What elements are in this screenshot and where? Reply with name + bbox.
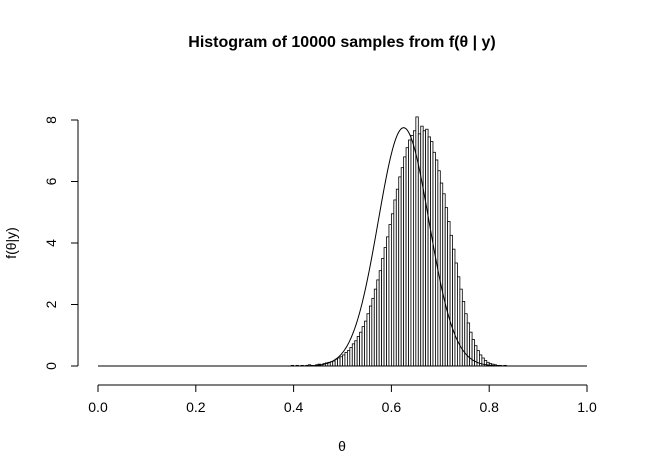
x-tick-label: 0.2 <box>186 399 206 415</box>
x-tick-label: 0.0 <box>88 399 108 415</box>
x-axis: 0.0 0.2 0.4 0.6 0.8 1.0 <box>88 384 597 415</box>
y-tick-label: 0 <box>43 362 59 370</box>
y-tick-label: 2 <box>43 300 59 308</box>
y-tick-label: 6 <box>43 177 59 185</box>
y-tick-label: 8 <box>43 116 59 124</box>
chart-title: Histogram of 10000 samples from f(θ | y) <box>188 34 495 51</box>
y-axis: 0 2 4 6 8 <box>43 116 79 370</box>
x-tick-label: 1.0 <box>577 399 597 415</box>
x-tick-label: 0.8 <box>479 399 499 415</box>
y-axis-label: f(θ|y) <box>3 227 19 259</box>
x-axis-label: θ <box>338 438 346 454</box>
density-curve <box>98 127 587 367</box>
y-tick-label: 4 <box>43 239 59 247</box>
x-tick-label: 0.6 <box>382 399 402 415</box>
x-tick-label: 0.4 <box>284 399 304 415</box>
histogram-bars <box>290 116 507 367</box>
